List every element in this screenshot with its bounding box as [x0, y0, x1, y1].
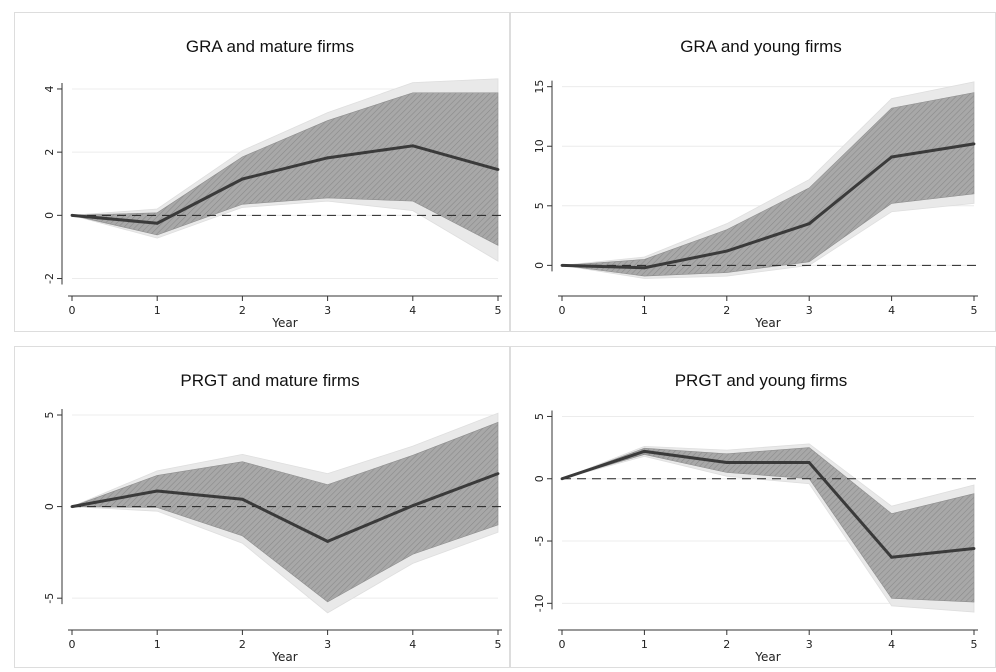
x-tick-label: 4	[888, 304, 895, 317]
y-tick-label: -2	[43, 273, 56, 284]
series-point	[725, 461, 729, 464]
series-point	[560, 263, 564, 267]
y-tick-label: 5	[533, 202, 546, 209]
series-point	[890, 555, 893, 559]
series-point	[155, 489, 159, 493]
x-tick-label: 5	[971, 304, 978, 317]
x-tick-label: 1	[154, 304, 161, 317]
series-point	[890, 155, 893, 159]
series-point	[807, 222, 811, 226]
x-tick-label: 4	[409, 638, 416, 651]
series-point	[241, 497, 244, 501]
series-point	[155, 221, 159, 225]
y-tick-label: 5	[533, 413, 546, 420]
series-point	[241, 177, 244, 181]
x-tick-label: 5	[495, 304, 502, 317]
x-tick-label: 5	[971, 638, 978, 651]
x-tick-label: 3	[324, 638, 331, 651]
x-axis-title: Year	[271, 316, 297, 330]
x-tick-label: 5	[495, 638, 502, 651]
series-line	[561, 142, 975, 270]
y-tick-label: 5	[43, 411, 56, 418]
x-tick-label: 3	[806, 304, 813, 317]
panel-title: PRGT and mature firms	[180, 371, 359, 390]
x-tick-label: 1	[154, 638, 161, 651]
panel-title: GRA and mature firms	[186, 37, 354, 56]
x-tick-label: 0	[559, 304, 566, 317]
series-point	[972, 547, 976, 550]
series-point	[411, 144, 415, 148]
y-tick-label: 0	[43, 503, 56, 510]
y-tick-label: 2	[43, 149, 56, 156]
series-point	[70, 213, 74, 217]
series-line	[71, 144, 499, 225]
series-line	[561, 449, 975, 559]
y-tick-label: 15	[533, 80, 546, 94]
series-point	[326, 539, 329, 543]
y-tick-label: -10	[533, 594, 546, 612]
series-point	[643, 449, 646, 453]
y-tick-label: -5	[533, 536, 546, 547]
x-tick-label: 4	[888, 638, 895, 651]
series-point	[807, 461, 811, 464]
x-tick-label: 1	[641, 638, 648, 651]
x-tick-label: 2	[723, 638, 730, 651]
series-point	[725, 249, 729, 253]
x-axis-title: Year	[754, 316, 780, 330]
panel-3: PRGT and mature firms -5 0 5 0 1 2 3 4 5 Year	[14, 346, 510, 668]
series-point	[560, 477, 564, 481]
x-axis-title: Year	[754, 650, 780, 664]
panel-1: GRA and mature firms -2 0 2 4 0 1 2 3 4 5 Year	[14, 12, 510, 332]
x-tick-label: 0	[559, 638, 566, 651]
x-tick-label: 2	[239, 304, 246, 317]
x-tick-label: 4	[409, 304, 416, 317]
y-tick-label: 0	[43, 212, 56, 219]
y-tick-label: 0	[533, 475, 546, 482]
x-axis-title: Year	[271, 650, 297, 664]
series-point	[972, 142, 976, 146]
series-line	[71, 472, 499, 543]
panel-title: GRA and young firms	[680, 37, 842, 56]
x-tick-label: 3	[806, 638, 813, 651]
series-point	[326, 156, 329, 160]
y-tick-label: 0	[533, 262, 546, 269]
series-point	[411, 504, 415, 508]
series-point	[496, 472, 500, 476]
x-tick-label: 1	[641, 304, 648, 317]
series-point	[496, 168, 500, 171]
x-tick-label: 0	[69, 638, 76, 651]
panel-title: PRGT and young firms	[675, 371, 848, 390]
y-tick-label: 10	[533, 139, 546, 153]
panel-2: GRA and young firms 0 5 10 15 0 1 2 3 4 5 Year	[510, 12, 996, 332]
panel-4: PRGT and young firms -10 -5 0 5 0 1 2 3 4 5 Year	[510, 346, 996, 668]
series-point	[643, 266, 646, 270]
x-tick-label: 2	[723, 304, 730, 317]
x-tick-label: 3	[324, 304, 331, 317]
y-tick-label: -5	[43, 593, 56, 604]
y-tick-label: 4	[43, 85, 56, 92]
series-point	[70, 505, 74, 508]
x-tick-label: 0	[69, 304, 76, 317]
x-tick-label: 2	[239, 638, 246, 651]
